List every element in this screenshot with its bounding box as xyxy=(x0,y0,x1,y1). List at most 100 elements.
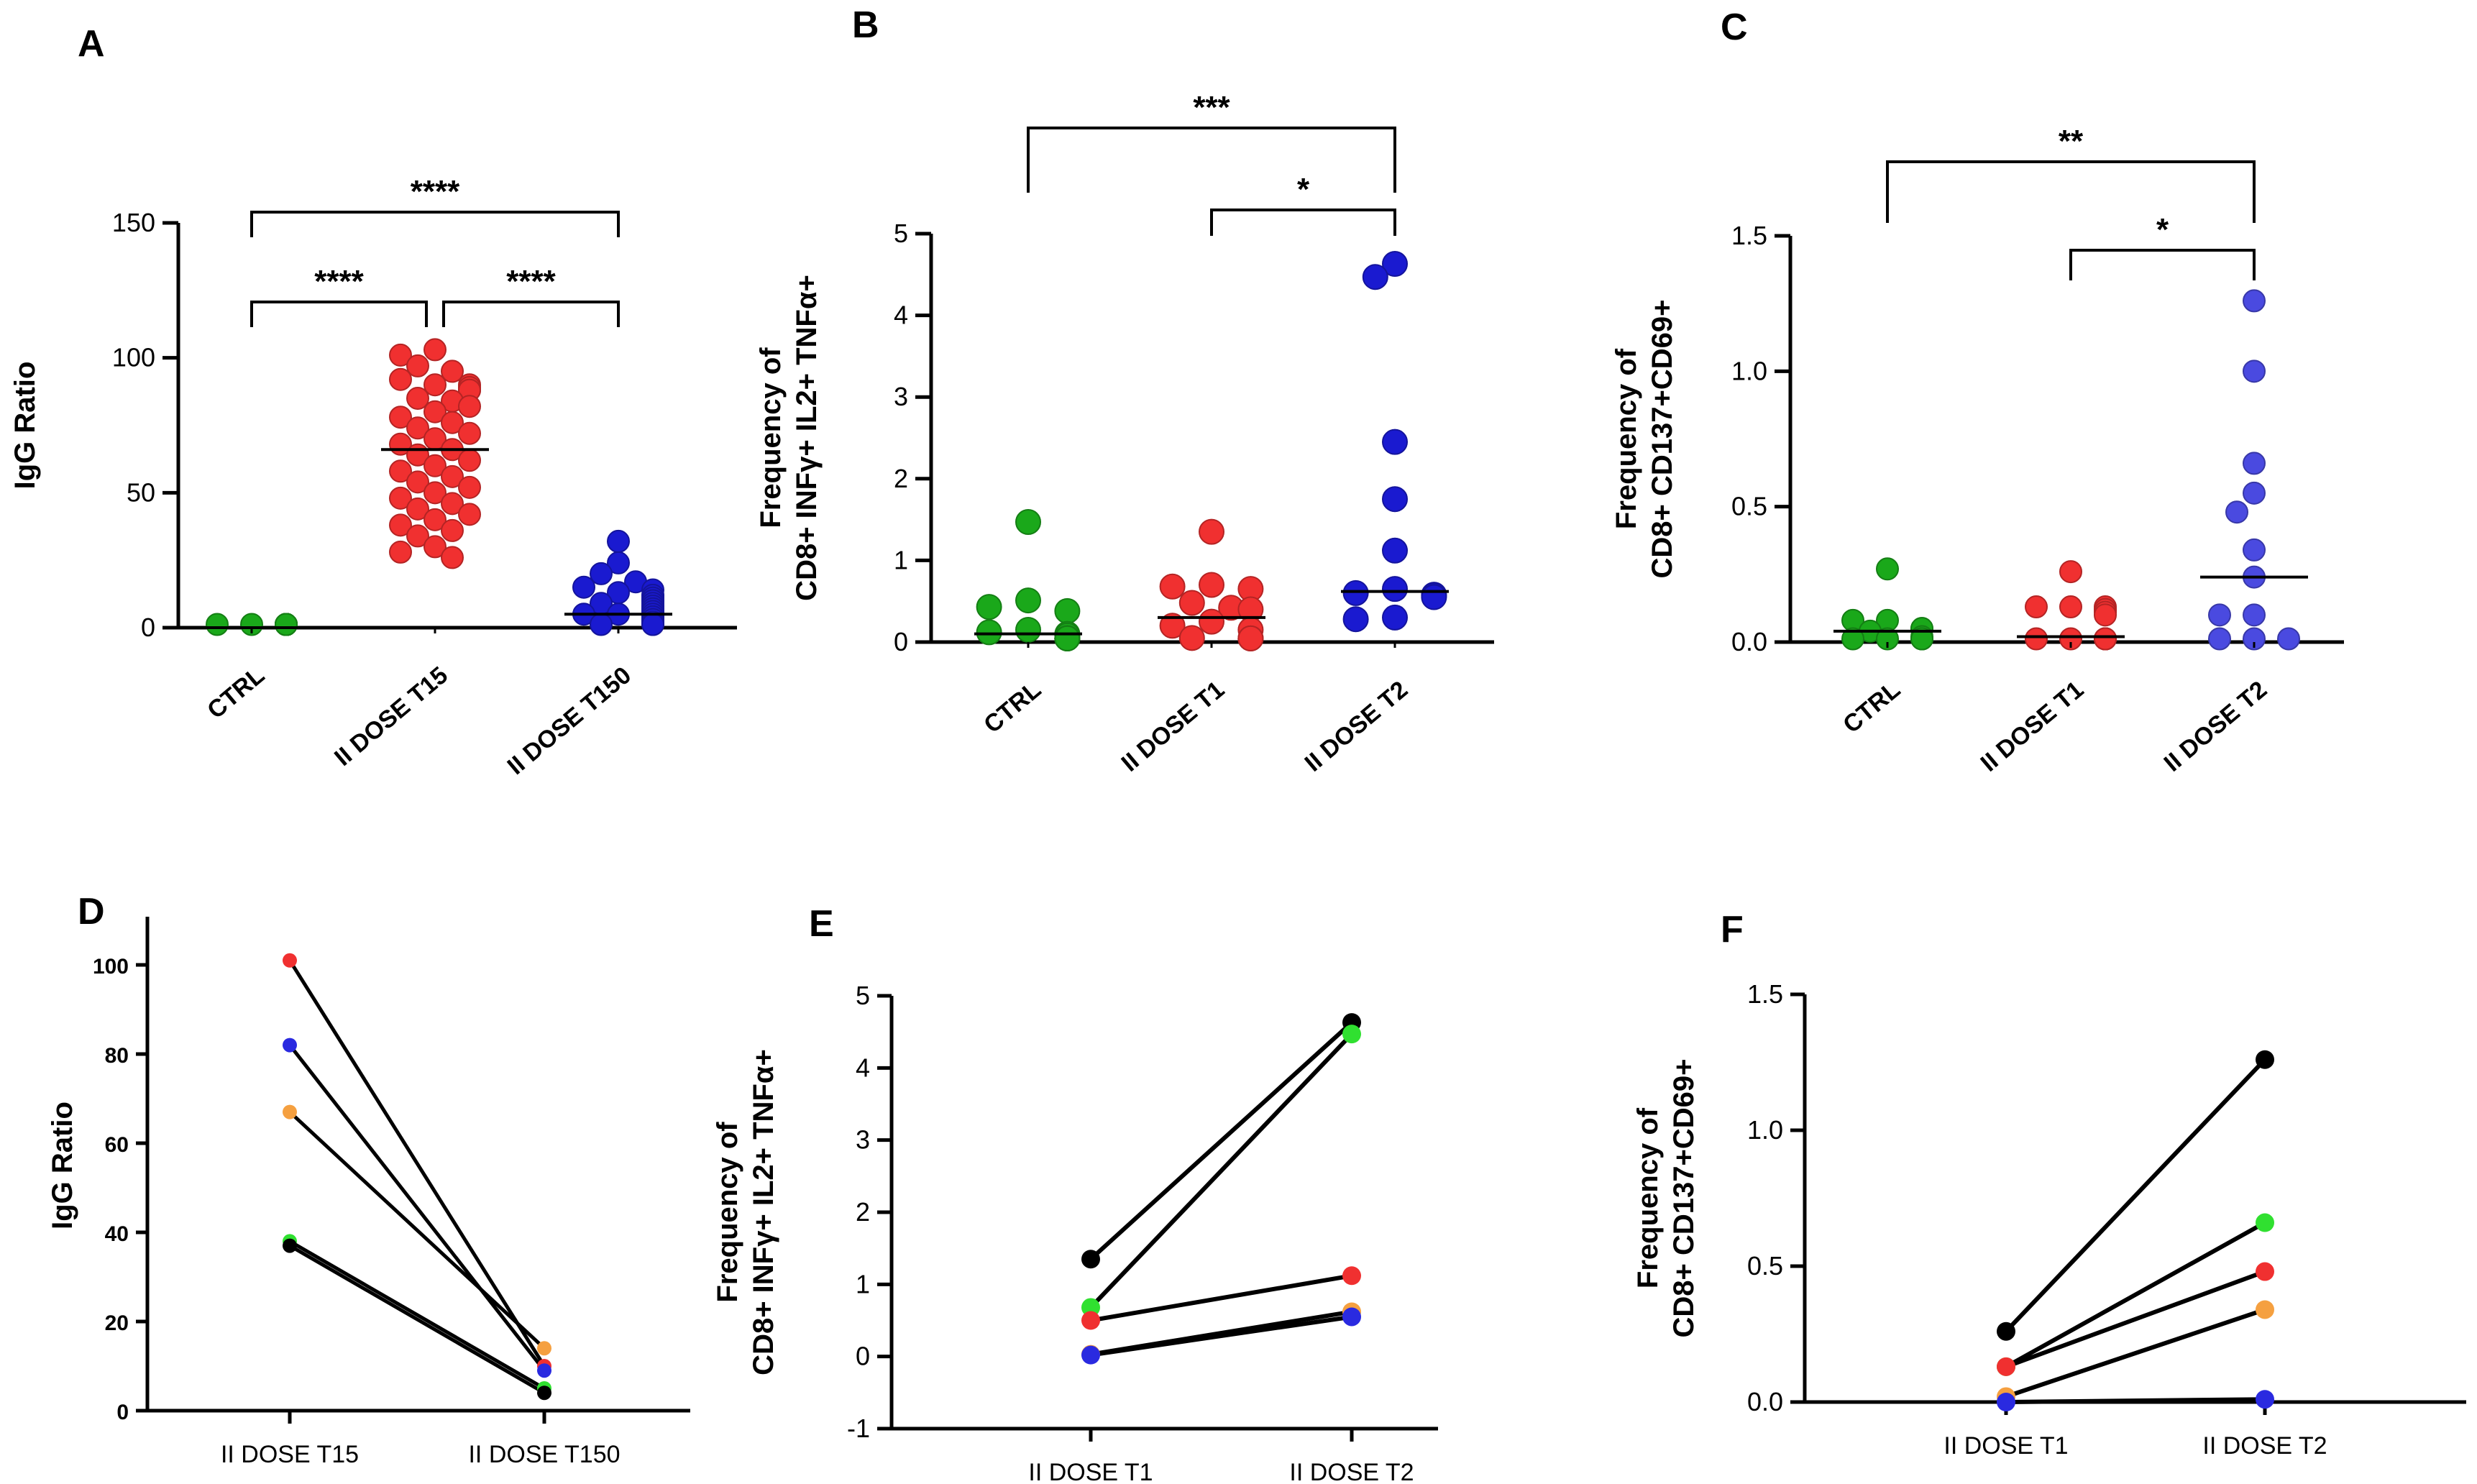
a-data-point xyxy=(423,481,447,505)
e-y-axis-label: Frequency of xyxy=(712,1122,743,1303)
d-pair-line xyxy=(288,1240,546,1391)
b-data-point xyxy=(1159,573,1186,600)
e-data-point xyxy=(1342,1307,1361,1327)
b-data-point xyxy=(1199,572,1224,598)
b-data-point xyxy=(976,619,1002,646)
c-data-point xyxy=(2025,595,2048,619)
c-significance-label: * xyxy=(2156,212,2169,247)
c-data-point xyxy=(2059,595,2082,619)
c-y-axis-label: Frequency of xyxy=(1611,348,1642,529)
a-data-point xyxy=(423,338,447,362)
d-pair-line xyxy=(288,1110,546,1350)
d-data-point xyxy=(537,1363,551,1378)
a-data-point xyxy=(441,464,464,488)
e-y-axis-label: CD8+ INFγ+ IL2+ TNFα+ xyxy=(748,1049,779,1375)
e-pair-line xyxy=(1090,1273,1352,1323)
c-data-point xyxy=(2243,627,2266,651)
panel-letter-e: E xyxy=(809,903,834,945)
c-data-point xyxy=(1876,557,1899,581)
c-data-point xyxy=(1841,627,1864,651)
b-data-point xyxy=(1382,604,1408,631)
d-y-axis-label: IgG Ratio xyxy=(47,1101,78,1229)
a-data-point xyxy=(240,613,263,636)
b-data-point xyxy=(1382,429,1408,455)
b-x-tick-label: II DOSE T2 xyxy=(1300,676,1414,777)
e-x-tick-label: II DOSE T2 xyxy=(1289,1459,1414,1484)
b-x-tick-label: II DOSE T1 xyxy=(1117,676,1230,777)
a-data-point xyxy=(458,421,481,445)
b-data-point xyxy=(1015,587,1041,614)
c-x-tick-label: II DOSE T2 xyxy=(2159,676,2273,777)
f-y-tick-label: 0.5 xyxy=(1747,1251,1783,1281)
b-data-point xyxy=(1159,613,1186,639)
a-data-point xyxy=(406,524,429,548)
b-significance-bracket xyxy=(1210,209,1396,236)
a-x-tick-label: II DOSE T150 xyxy=(503,661,637,780)
c-data-point xyxy=(2243,289,2266,313)
b-significance-label: * xyxy=(1297,172,1310,207)
c-data-point xyxy=(2243,481,2266,505)
a-data-point xyxy=(458,475,481,499)
a-data-point xyxy=(441,546,464,569)
c-data-point xyxy=(2059,560,2082,584)
d-pair-line xyxy=(288,1044,546,1372)
c-y-tick-label: 1.5 xyxy=(1731,221,1767,250)
f-data-point xyxy=(1997,1322,2015,1341)
b-data-point xyxy=(1421,584,1447,610)
c-y-axis-label: CD8+ CD137+CD69+ xyxy=(1647,300,1678,579)
b-significance-label: *** xyxy=(1193,90,1230,125)
c-data-point xyxy=(1876,627,1899,651)
a-data-point xyxy=(423,400,447,423)
c-data-point xyxy=(2243,452,2266,475)
a-data-point xyxy=(406,497,429,521)
f-y-tick-label: 1.5 xyxy=(1747,979,1783,1009)
a-significance-label: **** xyxy=(314,264,364,299)
c-data-point xyxy=(2243,603,2266,627)
e-y-tick-label: 5 xyxy=(856,981,870,1010)
e-data-point xyxy=(1342,1025,1361,1044)
a-significance-bracket xyxy=(250,211,620,237)
e-y-tick-label: -1 xyxy=(847,1414,870,1443)
b-data-point xyxy=(976,594,1002,620)
b-data-point xyxy=(1015,509,1041,536)
d-y-tick-label: 100 xyxy=(93,955,129,979)
e-y-tick-label: 2 xyxy=(856,1197,870,1227)
b-y-tick-label: 1 xyxy=(894,545,908,574)
c-data-point xyxy=(2208,627,2231,651)
panel-letter-d: D xyxy=(78,891,105,933)
a-data-point xyxy=(389,367,412,391)
c-y-tick-label: 0.5 xyxy=(1731,492,1767,521)
c-x-tick-label: CTRL xyxy=(1838,676,1905,738)
f-data-point xyxy=(1997,1357,2015,1376)
f-pair-line xyxy=(2005,1307,2266,1399)
b-significance-bracket xyxy=(1027,127,1396,193)
c-data-point xyxy=(2094,627,2117,651)
f-data-point xyxy=(2256,1262,2274,1281)
d-y-tick-label: 0 xyxy=(116,1401,129,1424)
b-data-point xyxy=(1382,576,1408,603)
c-data-point xyxy=(2059,627,2082,651)
c-data-point xyxy=(2025,627,2048,651)
e-y-tick-label: 1 xyxy=(856,1269,870,1298)
f-pair-line xyxy=(2005,1220,2266,1369)
a-data-point xyxy=(389,343,412,367)
a-data-point xyxy=(458,449,481,472)
f-pair-line xyxy=(2005,1397,2266,1404)
e-data-point xyxy=(1081,1345,1100,1365)
panel-f-chart: 0.0 0.5 1.0 1.5 II DOSE T1 II DOSE T2 Frequenc… xyxy=(1632,979,2466,1460)
a-data-point xyxy=(441,411,464,434)
a-y-axis-label: IgG Ratio xyxy=(9,362,41,490)
f-data-point xyxy=(2256,1300,2274,1319)
a-data-point xyxy=(406,416,429,440)
panel-letter-b: B xyxy=(852,4,879,46)
a-data-point xyxy=(206,613,229,636)
a-data-point xyxy=(607,529,630,553)
b-data-point xyxy=(1178,625,1205,651)
b-x-tick-label: CTRL xyxy=(979,676,1046,738)
a-data-point xyxy=(275,613,298,636)
b-y-axis-label: CD8+ INFγ+ IL2+ TNFα+ xyxy=(791,275,823,601)
a-data-point xyxy=(389,486,412,510)
c-data-point xyxy=(2243,538,2266,562)
